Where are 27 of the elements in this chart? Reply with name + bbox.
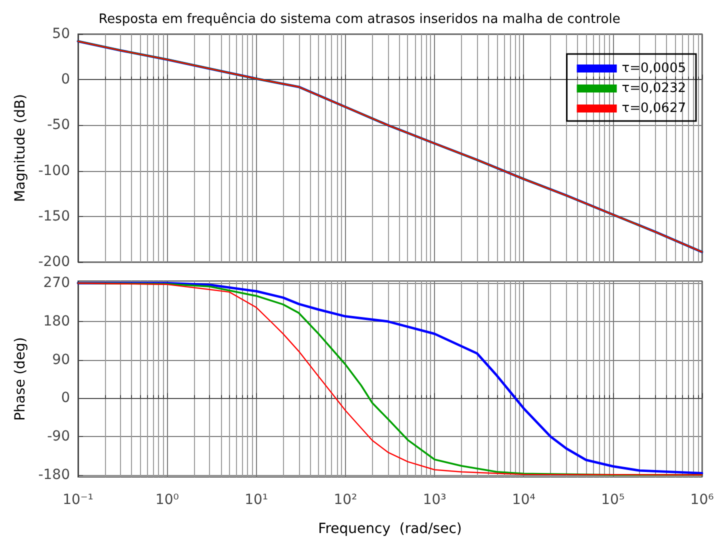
y-tick-label: 90 [52, 352, 70, 368]
x-tick-label: 10⁻¹ [62, 492, 94, 508]
y-tick-label: 0 [61, 390, 70, 406]
y-tick-label: -90 [47, 428, 70, 445]
y-tick-label: 0 [61, 72, 70, 88]
y-tick-label: -180 [38, 466, 70, 483]
chart-title: Resposta em frequência do sistema com atrasos inseridos na malha de controle [98, 12, 620, 27]
y-axis-title: Magnitude (dB) [12, 94, 28, 202]
y-tick-label: 50 [52, 26, 70, 42]
x-tick-label: 10³ [422, 492, 446, 508]
y-tick-label: -50 [47, 117, 70, 134]
x-tick-label: 10² [334, 492, 358, 508]
x-tick-label: 10⁶ [690, 492, 714, 508]
x-tick-label: 10¹ [244, 492, 268, 508]
y-tick-label: 270 [43, 275, 70, 292]
y-tick-label: -150 [38, 208, 70, 224]
x-tick-label: 10⁰ [155, 492, 180, 508]
y-tick-label: -200 [38, 254, 70, 270]
y-tick-label: 180 [43, 313, 70, 330]
y-tick-label: -100 [38, 162, 70, 179]
legend-label: τ=0,0627 [622, 101, 686, 116]
legend-label: τ=0,0232 [622, 81, 686, 96]
legend-label: τ=0,0005 [622, 61, 686, 76]
y-axis-title: Phase (deg) [12, 337, 28, 421]
x-tick-label: 10⁴ [512, 492, 536, 508]
x-axis-title: Frequency (rad/sec) [318, 521, 462, 537]
x-tick-label: 10⁵ [601, 492, 625, 508]
